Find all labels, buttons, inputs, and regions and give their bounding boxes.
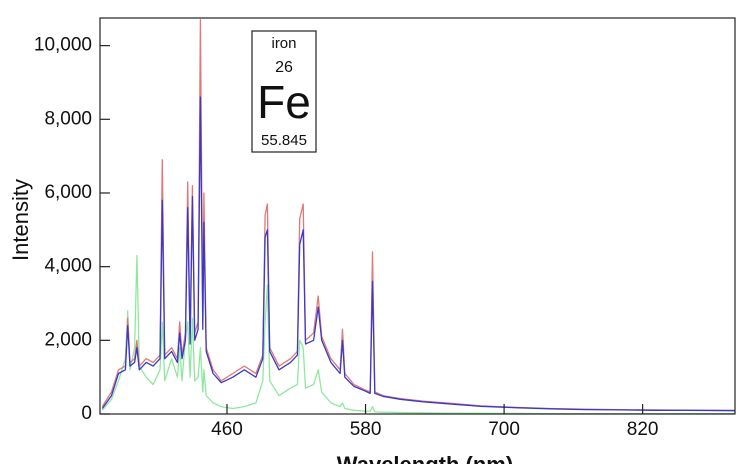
y-tick-label: 4,000 xyxy=(44,256,92,277)
y-tick-label: 6,000 xyxy=(44,182,92,203)
x-tick-label: 820 xyxy=(627,419,659,440)
element-box: iron 26 Fe 55.845 xyxy=(251,30,317,153)
y-tick-label: 2,000 xyxy=(44,329,92,350)
element-frame xyxy=(251,30,317,153)
element-symbol: Fe xyxy=(257,76,311,128)
spectrum-line xyxy=(101,254,735,415)
element-mass: 55.845 xyxy=(261,132,307,149)
y-tick-label: 10,000 xyxy=(34,35,92,56)
plot-area xyxy=(101,19,736,415)
y-tick-label: 0 xyxy=(81,403,92,424)
plot-frame xyxy=(99,17,736,415)
x-axis-title: Wavelength (nm) xyxy=(337,452,513,464)
x-tick-label: 580 xyxy=(350,419,382,440)
x-tick-label: 460 xyxy=(211,419,243,440)
element-number: 26 xyxy=(275,59,293,76)
y-tick-label: 8,000 xyxy=(44,108,92,129)
y-axis-title: Intensity xyxy=(8,179,33,261)
x-tick-label: 700 xyxy=(488,419,520,440)
spectrum-line xyxy=(101,96,736,412)
element-name: iron xyxy=(271,35,296,52)
